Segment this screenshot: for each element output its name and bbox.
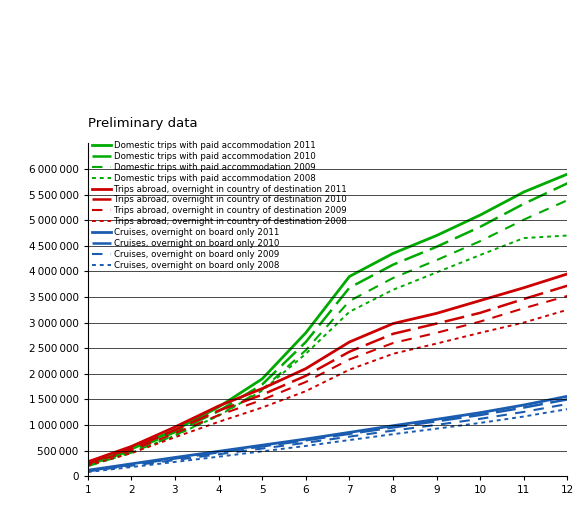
Text: Preliminary data: Preliminary data xyxy=(88,117,197,130)
Legend: Domestic trips with paid accommodation 2011, Domestic trips with paid accommodat: Domestic trips with paid accommodation 2… xyxy=(92,141,347,270)
